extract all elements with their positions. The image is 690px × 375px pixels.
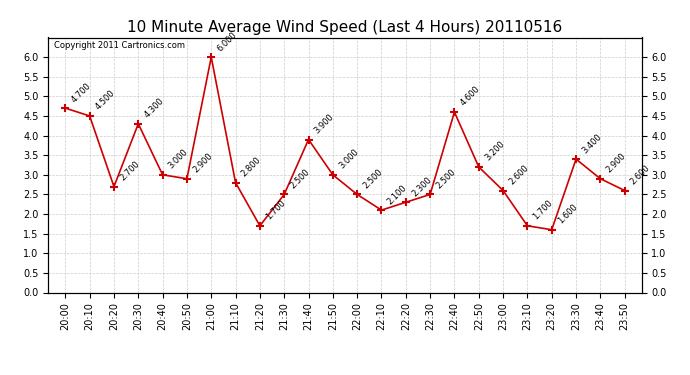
Text: 2.600: 2.600 xyxy=(507,163,531,186)
Text: 4.700: 4.700 xyxy=(70,81,92,104)
Text: 6.000: 6.000 xyxy=(215,30,239,53)
Text: 4.300: 4.300 xyxy=(142,96,166,120)
Text: 3.200: 3.200 xyxy=(483,140,506,163)
Text: 4.600: 4.600 xyxy=(459,85,482,108)
Text: 2.900: 2.900 xyxy=(191,152,214,175)
Text: 2.300: 2.300 xyxy=(410,175,433,198)
Text: Copyright 2011 Cartronics.com: Copyright 2011 Cartronics.com xyxy=(55,41,185,50)
Text: 1.700: 1.700 xyxy=(264,198,287,222)
Text: 2.500: 2.500 xyxy=(434,167,457,190)
Text: 2.600: 2.600 xyxy=(629,163,652,186)
Text: 2.800: 2.800 xyxy=(239,155,263,178)
Text: 3.000: 3.000 xyxy=(167,147,190,171)
Text: 3.900: 3.900 xyxy=(313,112,336,135)
Text: 3.000: 3.000 xyxy=(337,147,360,171)
Text: 2.900: 2.900 xyxy=(604,152,628,175)
Text: 2.100: 2.100 xyxy=(386,183,408,206)
Text: 4.500: 4.500 xyxy=(94,89,117,112)
Text: 1.700: 1.700 xyxy=(531,198,555,222)
Text: 2.500: 2.500 xyxy=(362,167,384,190)
Text: 2.500: 2.500 xyxy=(288,167,311,190)
Text: 1.600: 1.600 xyxy=(556,202,579,226)
Text: 3.400: 3.400 xyxy=(580,132,603,155)
Text: 2.700: 2.700 xyxy=(118,159,141,182)
Title: 10 Minute Average Wind Speed (Last 4 Hours) 20110516: 10 Minute Average Wind Speed (Last 4 Hou… xyxy=(128,20,562,35)
